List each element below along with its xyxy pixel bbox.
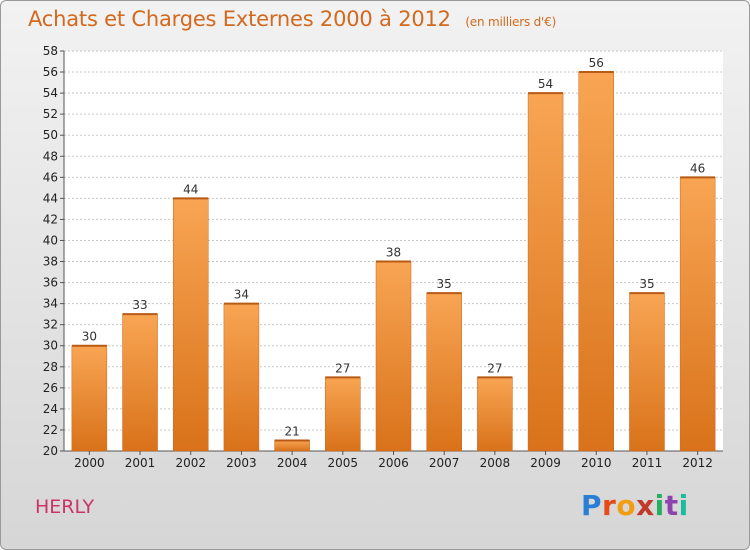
y-tick-label: 22 <box>43 423 58 437</box>
bar <box>223 303 260 452</box>
bar-value-label: 30 <box>82 330 97 344</box>
y-tick-label: 36 <box>43 276 58 290</box>
y-tick-label: 34 <box>43 297 58 311</box>
chart-title: Achats et Charges Externes 2000 à 2012 (… <box>28 7 556 31</box>
logo-letter: t <box>664 489 679 522</box>
x-tick-label: 2004 <box>277 456 308 470</box>
logo-letter: i <box>654 489 665 522</box>
y-tick-label: 26 <box>43 381 58 395</box>
chart-title-text: Achats et Charges Externes 2000 à 2012 <box>28 7 451 31</box>
bar <box>71 345 108 452</box>
y-tick-label: 46 <box>43 170 58 184</box>
y-tick-label: 54 <box>43 86 58 100</box>
y-tick-label: 58 <box>43 44 58 58</box>
bar <box>477 377 513 452</box>
y-tick-label: 24 <box>43 402 58 416</box>
bar-value-label: 35 <box>437 277 452 291</box>
y-tick-label: 48 <box>43 149 58 163</box>
y-tick-label: 32 <box>43 318 58 332</box>
commune-name: HERLY <box>35 496 95 518</box>
bar-value-label: 35 <box>639 277 654 291</box>
bar-value-label: 38 <box>386 246 401 260</box>
y-tick-label: 42 <box>43 212 58 226</box>
x-tick-label: 2006 <box>378 456 409 470</box>
x-tick-label: 2002 <box>175 456 206 470</box>
bar <box>375 261 412 452</box>
logo-letter: x <box>636 489 655 522</box>
bar <box>325 377 361 452</box>
bar-value-label: 33 <box>132 298 147 312</box>
bar-value-label: 46 <box>690 161 705 175</box>
x-tick-label: 2009 <box>530 456 561 470</box>
bar-value-label: 27 <box>487 361 502 375</box>
y-tick-label: 50 <box>43 128 58 142</box>
proxiti-logo: Proxiti <box>581 489 689 522</box>
y-tick-label: 40 <box>43 233 58 247</box>
bar <box>426 292 462 452</box>
x-tick-label: 2011 <box>632 456 663 470</box>
y-tick-label: 56 <box>43 65 58 79</box>
y-tick-label: 30 <box>43 339 58 353</box>
x-tick-label: 2005 <box>328 456 359 470</box>
bar <box>122 313 158 452</box>
logo-letter: r <box>602 489 617 522</box>
bar <box>172 198 209 452</box>
bar-value-label: 44 <box>183 182 198 196</box>
y-tick-label: 38 <box>43 255 58 269</box>
bar-value-label: 21 <box>284 424 299 438</box>
bar <box>629 292 665 452</box>
logo-letter: i <box>678 489 689 522</box>
x-tick-label: 2003 <box>226 456 257 470</box>
x-tick-label: 2012 <box>682 456 713 470</box>
bar <box>679 177 716 452</box>
bar <box>527 92 564 452</box>
x-tick-label: 2001 <box>125 456 156 470</box>
logo-letter: o <box>616 489 637 522</box>
x-tick-label: 2000 <box>74 456 105 470</box>
bar <box>274 440 310 452</box>
y-tick-label: 28 <box>43 360 58 374</box>
y-tick-label: 20 <box>43 444 58 458</box>
y-tick-label: 44 <box>43 191 58 205</box>
x-tick-label: 2008 <box>480 456 511 470</box>
bar-value-label: 27 <box>335 361 350 375</box>
bar <box>578 71 615 452</box>
bar-value-label: 54 <box>538 77 553 91</box>
x-tick-label: 2007 <box>429 456 460 470</box>
logo-letter: P <box>581 489 603 522</box>
bar-value-label: 56 <box>589 56 604 70</box>
chart-unit-label: (en milliers d'€) <box>465 15 557 29</box>
bar-value-label: 34 <box>234 288 249 302</box>
x-tick-label: 2010 <box>581 456 612 470</box>
y-tick-label: 52 <box>43 107 58 121</box>
